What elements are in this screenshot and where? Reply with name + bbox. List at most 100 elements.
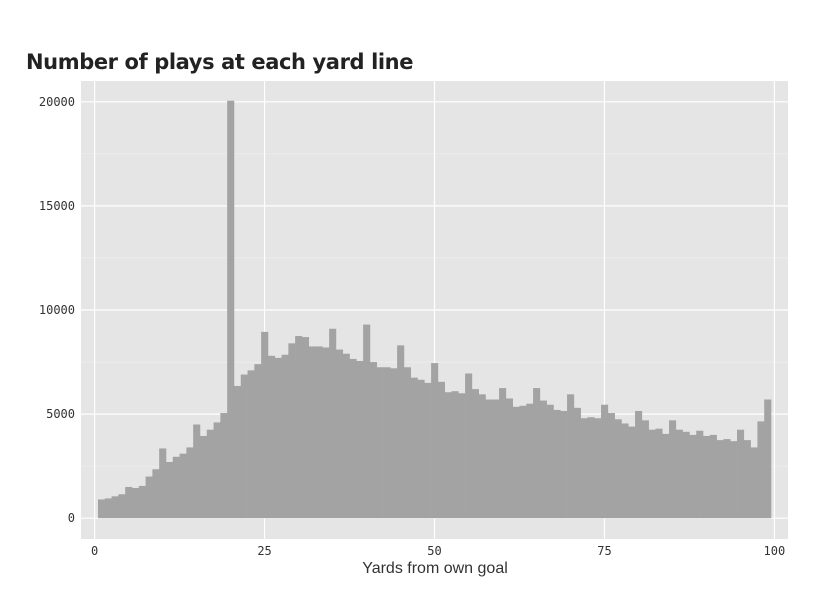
bar bbox=[403, 367, 412, 519]
y-tick-label: 5000 bbox=[46, 407, 75, 421]
y-tick-label: 10000 bbox=[39, 303, 75, 317]
bar bbox=[308, 346, 316, 519]
bar bbox=[573, 407, 581, 519]
bar bbox=[682, 431, 690, 519]
bar bbox=[601, 404, 609, 519]
bar bbox=[369, 362, 378, 519]
bar bbox=[186, 447, 194, 519]
bar bbox=[397, 345, 405, 519]
bar bbox=[533, 388, 541, 519]
bar bbox=[363, 324, 371, 519]
bar bbox=[764, 399, 772, 519]
bar bbox=[322, 347, 330, 519]
grid-lines bbox=[81, 81, 788, 539]
bar bbox=[696, 430, 704, 519]
chart-title: Number of plays at each yard line bbox=[26, 50, 414, 74]
bar bbox=[641, 420, 649, 519]
bar bbox=[254, 364, 262, 519]
bar bbox=[709, 434, 717, 519]
bar bbox=[444, 392, 452, 519]
bar bbox=[179, 453, 187, 519]
bar bbox=[410, 377, 418, 519]
bar bbox=[233, 385, 242, 519]
bar bbox=[628, 426, 636, 519]
y-tick-label: 20000 bbox=[39, 95, 75, 109]
y-axis: 0 5000 10000 15000 20000 bbox=[39, 95, 75, 525]
bar bbox=[172, 456, 180, 519]
bar bbox=[465, 373, 473, 519]
bar bbox=[301, 337, 310, 519]
bars bbox=[97, 100, 772, 519]
bar bbox=[675, 429, 683, 519]
bar bbox=[458, 393, 466, 519]
bar bbox=[594, 418, 602, 519]
bar bbox=[648, 429, 656, 519]
bar bbox=[131, 487, 140, 519]
bar bbox=[261, 331, 269, 519]
bar bbox=[662, 433, 670, 519]
bar bbox=[485, 399, 493, 519]
bar bbox=[757, 421, 765, 519]
bar bbox=[567, 394, 575, 519]
bar bbox=[492, 399, 500, 519]
bar bbox=[111, 496, 119, 519]
bar bbox=[220, 413, 228, 519]
bar bbox=[383, 367, 391, 519]
x-tick-label: 0 bbox=[91, 544, 98, 558]
bar bbox=[390, 368, 398, 519]
bar bbox=[342, 353, 350, 519]
bar bbox=[546, 404, 554, 519]
bar bbox=[614, 419, 622, 519]
bar bbox=[560, 410, 568, 519]
bar bbox=[165, 461, 174, 519]
bar bbox=[356, 361, 364, 519]
x-tick-label: 100 bbox=[764, 544, 786, 558]
y-tick-label: 15000 bbox=[39, 199, 75, 213]
bar bbox=[329, 328, 337, 519]
bar bbox=[689, 434, 697, 519]
bar bbox=[526, 403, 534, 519]
bar bbox=[669, 420, 677, 519]
bar bbox=[315, 346, 323, 519]
bar bbox=[118, 494, 126, 519]
bar bbox=[288, 343, 296, 519]
bar bbox=[145, 476, 153, 519]
bar bbox=[451, 391, 459, 519]
bar bbox=[424, 382, 432, 519]
bar bbox=[750, 447, 758, 519]
bar bbox=[499, 388, 507, 519]
bar bbox=[703, 435, 711, 519]
bar bbox=[655, 428, 663, 519]
bar bbox=[539, 400, 547, 519]
x-tick-label: 25 bbox=[257, 544, 271, 558]
bar bbox=[730, 441, 738, 519]
bar bbox=[240, 374, 248, 519]
bar bbox=[247, 370, 255, 519]
bar bbox=[743, 440, 751, 519]
bar bbox=[376, 367, 384, 519]
bar bbox=[471, 389, 479, 519]
bar bbox=[267, 355, 276, 519]
bar bbox=[227, 100, 235, 519]
bar bbox=[295, 336, 303, 519]
bar bbox=[580, 418, 588, 519]
bar bbox=[431, 363, 439, 519]
bar bbox=[125, 486, 133, 519]
bar bbox=[621, 423, 629, 519]
bar bbox=[417, 379, 425, 519]
bar bbox=[206, 429, 214, 519]
bar bbox=[335, 349, 344, 519]
bar bbox=[635, 410, 643, 519]
bar bbox=[159, 448, 167, 519]
bar bbox=[505, 398, 513, 519]
x-axis-title: Yards from own goal bbox=[362, 560, 508, 577]
bar bbox=[274, 357, 282, 519]
bar bbox=[281, 354, 289, 519]
bar bbox=[138, 485, 146, 519]
bar bbox=[607, 413, 615, 519]
y-tick-label: 0 bbox=[68, 511, 75, 525]
bar bbox=[213, 422, 221, 519]
bar bbox=[104, 498, 112, 519]
bar bbox=[553, 409, 561, 519]
x-axis: 0 25 50 75 100 bbox=[91, 544, 785, 558]
